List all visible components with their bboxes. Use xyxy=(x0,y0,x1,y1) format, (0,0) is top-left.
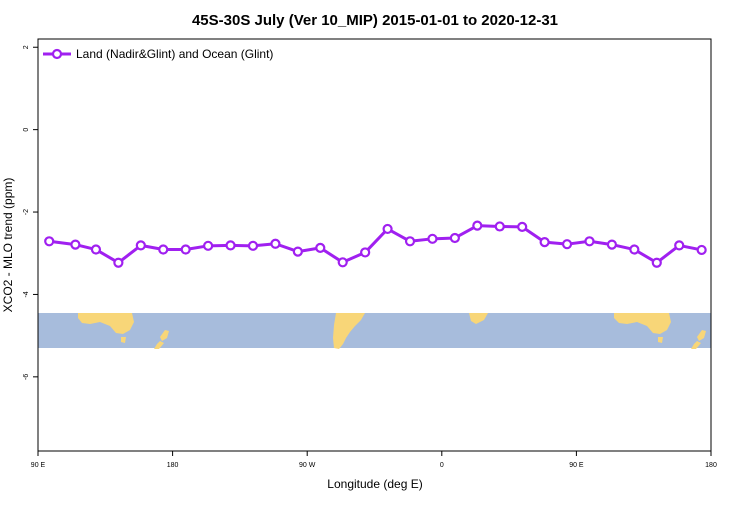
x-tick-label: 90 W xyxy=(299,462,316,469)
x-tick-label: 180 xyxy=(167,462,179,469)
chart-title: 45S-30S July (Ver 10_MIP) 2015-01-01 to … xyxy=(192,12,558,29)
data-point xyxy=(584,236,595,247)
data-point xyxy=(315,242,326,253)
data-point xyxy=(539,237,550,248)
map-land-5 xyxy=(469,313,488,324)
y-tick-label: 2 xyxy=(23,45,30,49)
map-land-6 xyxy=(614,313,671,334)
map-land-3 xyxy=(154,341,164,349)
axes: 90 E 180 90 W 0 90 E 180 2 0 -2 -4 -6 xyxy=(23,38,717,469)
data-point xyxy=(629,244,640,255)
data-point xyxy=(203,240,214,251)
data-point xyxy=(561,239,573,250)
y-tick-label: -2 xyxy=(23,209,30,215)
data-point xyxy=(247,240,259,251)
x-tick-label: 0 xyxy=(440,462,444,469)
data-point xyxy=(270,238,281,249)
data-point xyxy=(427,233,438,244)
data-point xyxy=(404,236,416,247)
data-point xyxy=(472,220,483,231)
legend-label: Land (Nadir&Glint) and Ocean (Glint) xyxy=(76,47,273,61)
data-point xyxy=(225,240,236,251)
data-point xyxy=(606,239,618,250)
map-land-7 xyxy=(658,337,663,343)
map-strip xyxy=(38,313,711,349)
data-point xyxy=(651,257,662,268)
data-point xyxy=(517,221,528,232)
y-axis-label: XCO2 - MLO trend (ppm) xyxy=(1,178,15,313)
y-tick-label: -6 xyxy=(23,374,30,380)
data-point xyxy=(337,257,348,268)
data-point xyxy=(674,240,685,251)
legend-marker xyxy=(51,48,63,60)
y-tick-label: -4 xyxy=(23,291,30,297)
map-land-1 xyxy=(121,337,126,343)
map-land-0 xyxy=(78,313,134,334)
data-point xyxy=(70,239,81,250)
data-point xyxy=(382,223,393,235)
data-point xyxy=(360,247,371,258)
x-axis-label: Longitude (deg E) xyxy=(327,477,422,491)
map-ocean xyxy=(38,313,711,348)
x-tick-label: 180 xyxy=(705,462,717,469)
series-line xyxy=(49,224,702,265)
map-land-4 xyxy=(333,313,365,349)
data-point xyxy=(44,236,55,247)
plot-frame xyxy=(37,38,712,452)
data-point xyxy=(135,240,146,251)
data-point xyxy=(449,232,460,244)
data-point xyxy=(696,244,707,256)
data-point xyxy=(90,244,102,255)
y-tick-label: 0 xyxy=(23,128,30,132)
data-point xyxy=(180,244,191,255)
data-point xyxy=(494,221,505,232)
data-point xyxy=(113,257,124,268)
map-land-8 xyxy=(697,330,706,341)
x-tick-label: 90 E xyxy=(31,462,46,469)
map-land-2 xyxy=(160,330,169,341)
map-land-9 xyxy=(691,341,701,349)
legend: Land (Nadir&Glint) and Ocean (Glint) xyxy=(43,47,273,61)
data-point xyxy=(158,244,169,255)
series-layer xyxy=(44,220,707,268)
data-point xyxy=(292,246,303,257)
x-tick-label: 90 E xyxy=(569,462,584,469)
